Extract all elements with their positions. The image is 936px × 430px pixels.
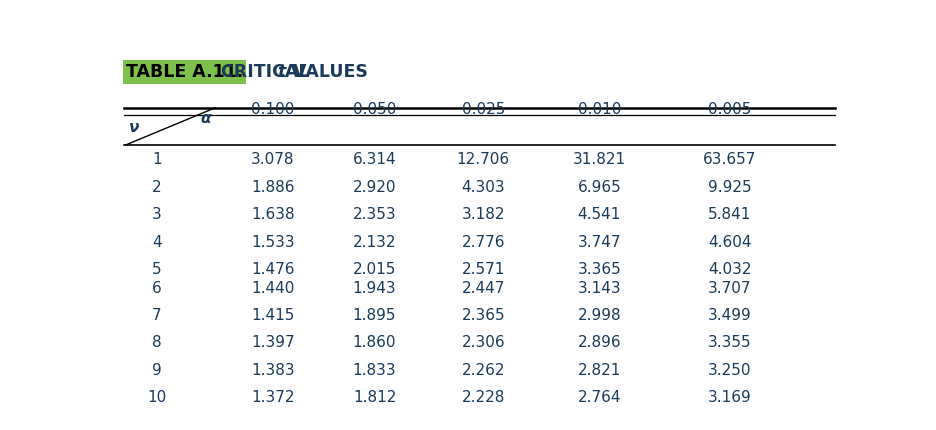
Text: 63.657: 63.657 xyxy=(703,152,756,167)
Text: 1.833: 1.833 xyxy=(353,363,396,378)
Text: 1.440: 1.440 xyxy=(251,280,295,295)
Text: 31.821: 31.821 xyxy=(573,152,626,167)
Text: α: α xyxy=(201,111,212,126)
Text: 1.533: 1.533 xyxy=(251,235,295,250)
Text: 2.447: 2.447 xyxy=(461,280,505,295)
Text: 7: 7 xyxy=(152,308,162,323)
Text: 3: 3 xyxy=(152,207,162,222)
Text: 1: 1 xyxy=(152,152,162,167)
Text: TABLE A.11.: TABLE A.11. xyxy=(125,63,243,81)
Text: 1.943: 1.943 xyxy=(353,280,396,295)
Text: 3.355: 3.355 xyxy=(709,335,752,350)
Text: 2.306: 2.306 xyxy=(461,335,505,350)
Text: 3.747: 3.747 xyxy=(578,235,622,250)
Text: 3.078: 3.078 xyxy=(251,152,295,167)
Text: 4: 4 xyxy=(152,235,162,250)
Text: 0.050: 0.050 xyxy=(353,102,396,117)
Text: 2.764: 2.764 xyxy=(578,390,622,405)
Text: 2.132: 2.132 xyxy=(353,235,396,250)
Text: 3.182: 3.182 xyxy=(461,207,505,222)
Text: 2.353: 2.353 xyxy=(353,207,396,222)
Text: 4.303: 4.303 xyxy=(461,180,505,195)
Text: 1.415: 1.415 xyxy=(251,308,295,323)
Text: 2: 2 xyxy=(152,180,162,195)
Text: 5.841: 5.841 xyxy=(709,207,752,222)
Text: 2.365: 2.365 xyxy=(461,308,505,323)
Text: 6: 6 xyxy=(152,280,162,295)
Text: 5: 5 xyxy=(152,262,162,277)
Text: 6.965: 6.965 xyxy=(578,180,622,195)
Text: 2.262: 2.262 xyxy=(461,363,505,378)
Text: 1.886: 1.886 xyxy=(251,180,295,195)
Text: 1.372: 1.372 xyxy=(251,390,295,405)
Text: t: t xyxy=(277,63,285,81)
Text: 2.776: 2.776 xyxy=(461,235,505,250)
Text: 0.010: 0.010 xyxy=(578,102,622,117)
Text: 0.025: 0.025 xyxy=(461,102,505,117)
Text: 1.383: 1.383 xyxy=(251,363,295,378)
Text: 1.812: 1.812 xyxy=(353,390,396,405)
Text: 3.499: 3.499 xyxy=(709,308,752,323)
Text: 2.571: 2.571 xyxy=(461,262,505,277)
Text: 12.706: 12.706 xyxy=(457,152,510,167)
Text: 10: 10 xyxy=(147,390,167,405)
Text: 0.100: 0.100 xyxy=(251,102,295,117)
Text: 2.015: 2.015 xyxy=(353,262,396,277)
Text: 1.476: 1.476 xyxy=(251,262,295,277)
Text: 3.365: 3.365 xyxy=(578,262,622,277)
Text: 1.638: 1.638 xyxy=(251,207,295,222)
Text: 0.005: 0.005 xyxy=(709,102,752,117)
Text: 9.925: 9.925 xyxy=(709,180,752,195)
Text: 3.707: 3.707 xyxy=(709,280,752,295)
Text: 2.228: 2.228 xyxy=(461,390,505,405)
Text: 8: 8 xyxy=(152,335,162,350)
Text: 3.250: 3.250 xyxy=(709,363,752,378)
Text: 6.314: 6.314 xyxy=(353,152,396,167)
Text: 9: 9 xyxy=(152,363,162,378)
Text: 2.920: 2.920 xyxy=(353,180,396,195)
Text: 2.998: 2.998 xyxy=(578,308,622,323)
Text: VALUES: VALUES xyxy=(286,63,368,81)
Text: 1.860: 1.860 xyxy=(353,335,396,350)
Text: ν: ν xyxy=(129,120,139,135)
Text: 1.895: 1.895 xyxy=(353,308,396,323)
Text: 4.541: 4.541 xyxy=(578,207,622,222)
Text: 4.032: 4.032 xyxy=(709,262,752,277)
Text: 3.169: 3.169 xyxy=(709,390,752,405)
Text: CRITICAL: CRITICAL xyxy=(209,63,315,81)
Text: 1.397: 1.397 xyxy=(251,335,295,350)
Text: 4.604: 4.604 xyxy=(709,235,752,250)
Text: 2.896: 2.896 xyxy=(578,335,622,350)
Text: 2.821: 2.821 xyxy=(578,363,622,378)
Text: 3.143: 3.143 xyxy=(578,280,622,295)
